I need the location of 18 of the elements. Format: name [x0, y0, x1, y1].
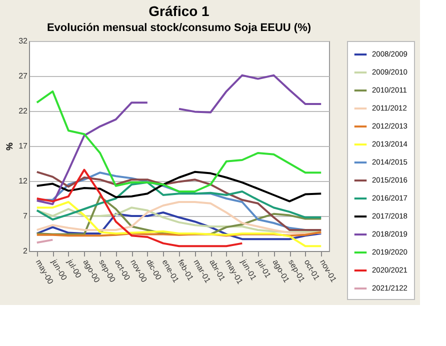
- chart-subtitle: Evolución mensual stock/consumo Soja EEUU (%): [46, 22, 312, 34]
- y-tick-label: 17: [18, 142, 28, 150]
- line-series: [36, 168, 244, 248]
- line-series: [36, 206, 322, 234]
- y-tick-label: 32: [18, 36, 28, 46]
- y-tick-label: 22: [18, 106, 28, 116]
- line-series: [36, 90, 322, 192]
- line-series: [36, 181, 322, 220]
- y-tick-label: 7: [23, 212, 28, 220]
- line-series: [36, 212, 322, 240]
- line-series: [36, 201, 322, 248]
- line-series: [36, 201, 322, 234]
- chart-title: Gráfico 1: [148, 3, 210, 19]
- y-tick-label: 27: [18, 72, 28, 80]
- y-tick-label: 12: [18, 176, 28, 186]
- y-axis-title: %: [4, 142, 15, 151]
- line-series: [36, 170, 322, 202]
- y-tick-label: 2: [23, 246, 28, 256]
